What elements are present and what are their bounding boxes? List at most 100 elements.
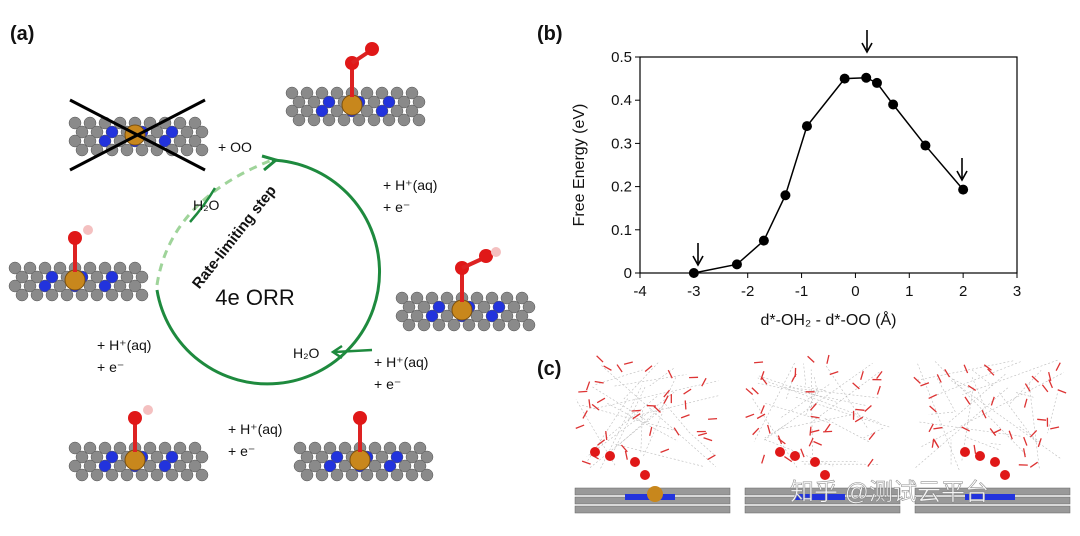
water — [701, 377, 707, 387]
water — [684, 400, 687, 410]
x-axis-label: d*-OH₂ - d*-OO (Å) — [761, 310, 897, 329]
water — [708, 417, 718, 420]
n-atoms — [795, 494, 845, 500]
atom — [53, 279, 67, 293]
water — [1057, 389, 1067, 394]
water — [1023, 398, 1028, 408]
reaction-text: + H⁺(aq) — [374, 354, 428, 370]
atom — [165, 125, 179, 139]
water — [810, 429, 820, 434]
hydrogen — [143, 405, 153, 415]
water — [1041, 384, 1049, 393]
h-bond — [623, 362, 659, 400]
y-tick-label: 0.3 — [611, 135, 632, 152]
atom — [180, 450, 194, 464]
h-bond — [863, 427, 884, 439]
reaction-text: + H⁺(aq) — [97, 337, 151, 353]
atom — [322, 95, 336, 109]
h-bond — [971, 369, 994, 387]
arrow-head — [956, 170, 968, 182]
water — [632, 413, 641, 420]
atom — [105, 270, 119, 284]
atom — [45, 270, 59, 284]
atom — [500, 291, 514, 305]
atom — [515, 309, 529, 323]
y-tick-label: 0 — [624, 265, 632, 282]
atom — [195, 450, 209, 464]
metal-atom — [349, 449, 371, 471]
oxygen — [960, 447, 970, 457]
atom — [135, 143, 149, 157]
atom — [413, 459, 427, 473]
atom — [500, 309, 514, 323]
atom — [382, 95, 396, 109]
slab — [914, 505, 1071, 514]
atom — [15, 288, 29, 302]
water — [791, 373, 797, 383]
atom — [412, 95, 426, 109]
atom — [60, 288, 74, 302]
h-bond — [990, 443, 1003, 446]
atom — [375, 86, 389, 100]
atom — [397, 95, 411, 109]
metal-atom — [341, 94, 363, 116]
h-bond — [796, 385, 826, 391]
arrow-head — [692, 255, 704, 267]
atom — [405, 104, 419, 118]
water — [1037, 418, 1047, 421]
atom — [300, 468, 314, 482]
atom — [285, 86, 299, 100]
atom — [315, 104, 329, 118]
water — [596, 397, 606, 404]
atom — [90, 125, 104, 139]
water — [809, 403, 817, 411]
atom — [30, 270, 44, 284]
water — [784, 456, 793, 463]
h-bond — [595, 369, 643, 385]
water — [808, 437, 814, 447]
h-bond — [951, 378, 970, 388]
oxygen — [605, 451, 615, 461]
atom — [38, 261, 52, 275]
data-point — [780, 190, 791, 201]
water — [754, 361, 764, 364]
atom — [90, 288, 104, 302]
data-point — [888, 99, 899, 110]
atom — [507, 318, 521, 332]
h-bond — [607, 403, 679, 442]
water — [824, 423, 831, 432]
atom — [352, 113, 366, 127]
y-tick-label: 0.5 — [611, 49, 632, 66]
h-bond — [1017, 425, 1041, 443]
h-bond — [686, 430, 715, 455]
water — [653, 405, 661, 413]
water — [964, 396, 971, 405]
atom — [75, 125, 89, 139]
data-point — [958, 184, 969, 195]
water — [990, 396, 995, 406]
atom — [420, 450, 434, 464]
atom — [120, 468, 134, 482]
atom — [293, 459, 307, 473]
atom — [75, 468, 89, 482]
atom — [338, 459, 352, 473]
water — [649, 426, 653, 436]
oxygen — [128, 411, 142, 425]
water — [992, 428, 1002, 434]
atom — [75, 288, 89, 302]
atom — [477, 300, 491, 314]
atom — [195, 143, 209, 157]
atom — [390, 86, 404, 100]
molecule — [8, 225, 149, 302]
atom — [492, 300, 506, 314]
h-bond — [586, 398, 629, 463]
water — [920, 382, 930, 387]
atom — [173, 441, 187, 455]
atom — [330, 468, 344, 482]
atom — [90, 450, 104, 464]
atom — [375, 468, 389, 482]
atom — [75, 143, 89, 157]
water — [936, 374, 942, 383]
oxygen — [820, 470, 830, 480]
